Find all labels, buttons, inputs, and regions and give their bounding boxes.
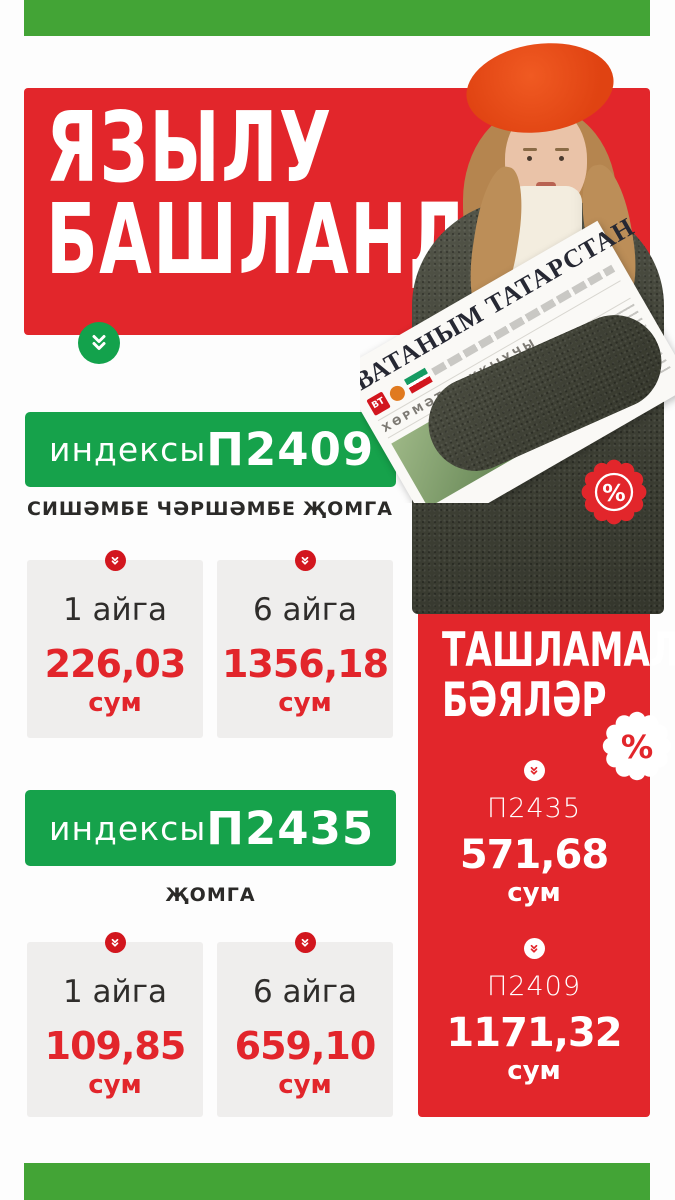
card-chevron-badge-icon — [104, 550, 126, 571]
price-value: 1356,18 — [221, 642, 389, 686]
promo-index: П2435 — [486, 793, 581, 824]
weekday-row: СИШӘМБЕ ЧӘРШӘМБЕ ҖОМГА — [27, 498, 393, 520]
price-card: 1 айга 226,03 сум — [27, 550, 203, 738]
price-card: 6 айга 1356,18 сум — [217, 550, 393, 738]
scroll-down-icon — [78, 322, 120, 364]
promo-offer: П2409 1171,32 сум — [418, 938, 650, 1086]
weekday-label: ЧӘРШӘМБЕ — [156, 498, 297, 520]
price-value: 226,03 — [44, 642, 187, 686]
term-label: 1 айга — [62, 592, 167, 628]
bottom-stripe — [24, 1163, 650, 1200]
promo-headline-line1: ТАШЛАМАЛЫ — [442, 623, 675, 678]
woman-photo: ВАТАНЫМ ТАТАРСТАН ВТ ХӨРМӘТЛЕ УКЫУЧЫ — [360, 34, 675, 614]
eye — [559, 156, 564, 161]
index-bar-2: индексы П2435 — [25, 790, 396, 866]
index-bar-1: индексы П2409 — [25, 412, 396, 487]
eye — [527, 156, 532, 161]
promo-currency: сум — [507, 1056, 561, 1086]
promo-price: 1171,32 — [446, 1010, 622, 1056]
index-value: П2409 — [206, 423, 375, 476]
panel-chevron-badge-icon — [523, 760, 545, 781]
promo-currency: сум — [507, 878, 561, 908]
promo-index: П2409 — [486, 971, 581, 1002]
percent-glyph: % — [602, 479, 625, 507]
weekday-label: ҖОМГА — [302, 498, 393, 520]
price-value: 659,10 — [234, 1024, 377, 1068]
lips — [536, 182, 556, 189]
index-value: П2435 — [206, 801, 375, 855]
double-chevron-down-icon — [92, 335, 106, 350]
card-chevron-badge-icon — [294, 932, 316, 953]
currency-label: сум — [278, 688, 332, 718]
percent-badge-top-icon: % — [578, 456, 650, 528]
top-stripe — [24, 0, 650, 36]
price-card: 1 айга 109,85 сум — [27, 932, 203, 1117]
term-label: 6 айга — [252, 974, 357, 1010]
percent-badge-bottom-icon: % — [599, 708, 675, 784]
newspaper-logo: ВТ — [366, 391, 391, 416]
card-chevron-badge-icon — [104, 932, 126, 953]
price-value: 109,85 — [44, 1024, 187, 1068]
hero-title-line1: ЯЗЫЛУ — [46, 91, 333, 204]
promo-headline-line2: БӘЯЛӘР — [442, 673, 607, 728]
percent-glyph: % — [621, 728, 653, 766]
eyebrow — [555, 148, 569, 151]
index-label: индексы — [49, 808, 207, 848]
currency-label: сум — [88, 688, 142, 718]
promo-offer: П2435 571,68 сум — [418, 760, 650, 908]
currency-label: сум — [278, 1070, 332, 1100]
promo-headline: ТАШЛАМАЛЫ БӘЯЛӘР — [442, 626, 675, 726]
promo-price: 571,68 — [459, 832, 609, 878]
term-label: 1 айга — [62, 974, 167, 1010]
index-label: индексы — [49, 430, 207, 469]
card-chevron-badge-icon — [294, 550, 316, 571]
weekday-label: СИШӘМБЕ — [27, 498, 150, 520]
price-card: 6 айга 659,10 сум — [217, 932, 393, 1117]
logo-dot-icon — [386, 382, 408, 404]
eyebrow — [523, 148, 537, 151]
term-label: 6 айга — [252, 592, 357, 628]
currency-label: сум — [88, 1070, 142, 1100]
weekday-label: ҖОМГА — [165, 884, 256, 906]
panel-chevron-badge-icon — [523, 938, 545, 959]
beret — [460, 34, 620, 142]
